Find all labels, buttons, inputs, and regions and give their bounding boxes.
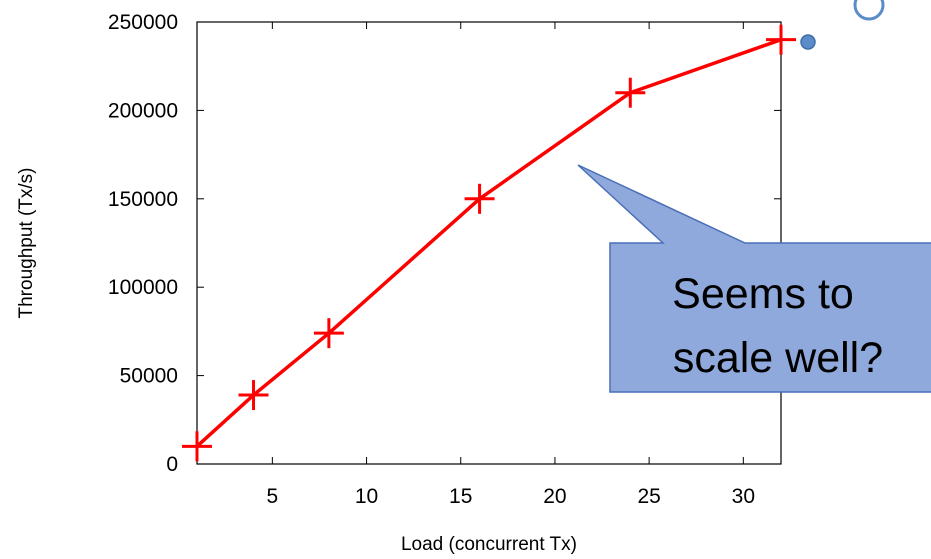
series-line xyxy=(195,38,782,448)
x-tick-label: 15 xyxy=(449,485,472,508)
y-tick-label: 0 xyxy=(166,453,178,476)
decoration-circle-small xyxy=(800,34,816,50)
data-point-marker xyxy=(464,183,495,214)
y-axis-title: Throughput (Tx/s) xyxy=(16,168,37,319)
x-tick-label: 5 xyxy=(267,485,279,508)
data-point-marker xyxy=(615,77,646,108)
callout-line-2: scale well? xyxy=(673,334,883,382)
y-tick-label: 50000 xyxy=(120,365,178,388)
x-tick-label: 30 xyxy=(732,485,755,508)
y-tick-label: 100000 xyxy=(108,276,178,299)
series-layer xyxy=(182,24,796,462)
callout-bubble xyxy=(577,164,931,393)
x-tick-label: 20 xyxy=(543,485,566,508)
x-axis-title: Load (concurrent Tx) xyxy=(401,534,577,555)
callout: Seems to scale well? xyxy=(577,164,931,393)
x-tick-label: 10 xyxy=(355,485,378,508)
y-tick-label: 200000 xyxy=(108,99,178,122)
x-tick-label: 25 xyxy=(637,485,660,508)
tick-labels: 5 10 15 20 25 30 0 50000 100000 150000 200000 25000… xyxy=(108,11,755,508)
data-point-marker xyxy=(182,431,212,462)
data-point-marker xyxy=(766,24,796,55)
y-tick-label: 250000 xyxy=(108,11,178,34)
decoration-circle-large xyxy=(853,0,885,21)
y-tick-label: 150000 xyxy=(108,188,178,211)
callout-line-1: Seems to xyxy=(672,270,854,318)
data-point-marker xyxy=(313,318,344,349)
data-point-marker xyxy=(238,380,269,411)
